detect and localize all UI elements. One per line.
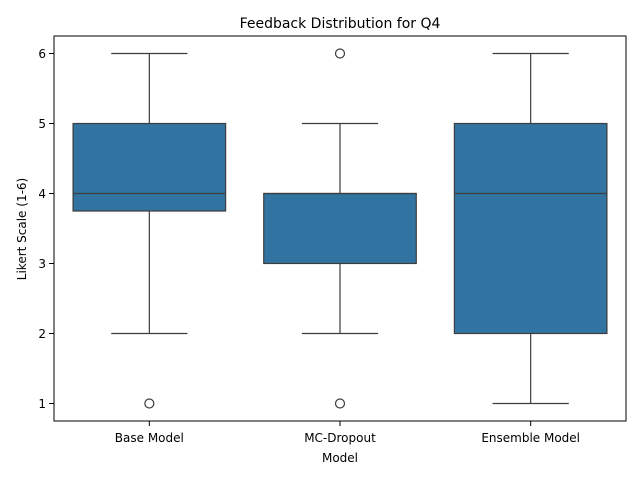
chart-title: Feedback Distribution for Q4: [240, 16, 441, 32]
outlier-point: [334, 48, 346, 59]
y-tick-label: 1: [38, 397, 46, 411]
y-tick-label: 5: [38, 117, 46, 131]
x-axis-label: Model: [322, 451, 358, 465]
y-tick-label: 4: [38, 187, 46, 201]
box-group: [72, 52, 227, 409]
outlier-point: [144, 398, 155, 409]
plot-area: [53, 35, 627, 422]
x-tick-label: Ensemble Model: [481, 431, 580, 445]
box-group: [263, 48, 417, 409]
x-axis: Base Model MC-Dropout Ensemble Model: [115, 421, 580, 445]
x-tick-label: Base Model: [115, 431, 184, 445]
box-iqr: [72, 122, 227, 212]
x-tick-label: MC-Dropout: [304, 431, 376, 445]
y-tick-label: 6: [38, 47, 46, 61]
box-group: [453, 52, 608, 405]
box-iqr: [263, 192, 417, 265]
y-tick-label: 3: [38, 257, 46, 271]
y-tick-label: 2: [38, 327, 46, 341]
outlier-point: [334, 398, 346, 409]
y-axis: 1 2 3 4 5 6: [38, 47, 54, 411]
y-axis-label: Likert Scale (1-6): [15, 178, 29, 280]
box-iqr: [453, 122, 608, 335]
